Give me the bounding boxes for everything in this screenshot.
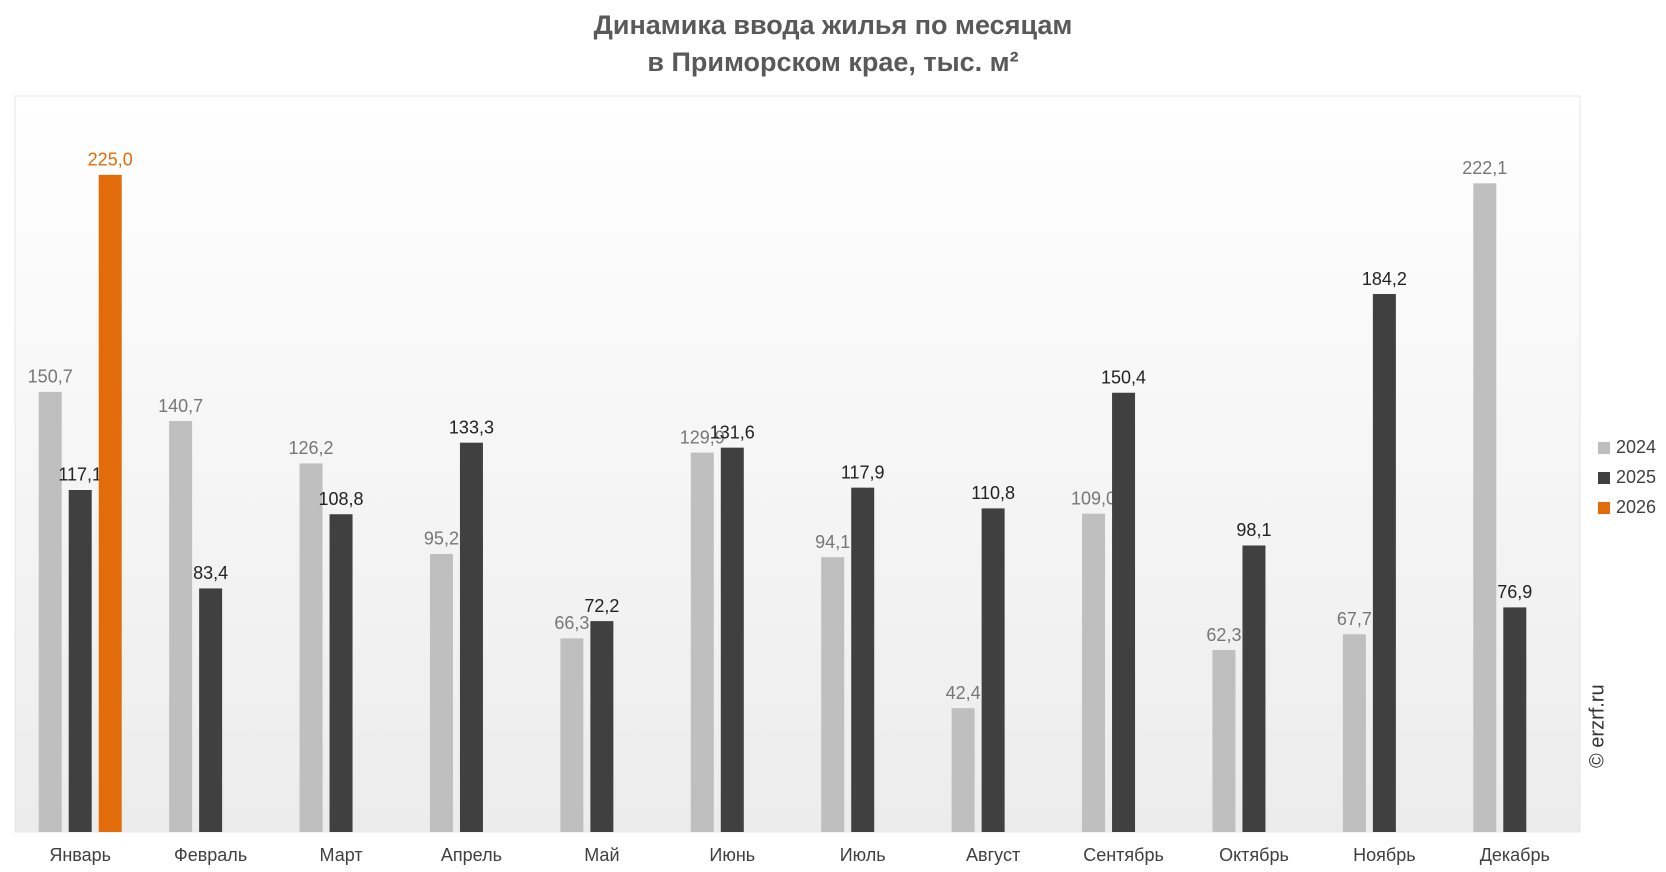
value-label: 76,9 bbox=[1497, 582, 1532, 602]
value-label: 72,2 bbox=[584, 596, 619, 616]
value-label: 98,1 bbox=[1236, 520, 1271, 540]
bar bbox=[560, 638, 584, 832]
value-label: 42,4 bbox=[946, 683, 981, 703]
legend-swatch bbox=[1598, 472, 1610, 484]
x-tick-label: Сентябрь bbox=[1083, 845, 1164, 865]
bar bbox=[1342, 634, 1366, 832]
value-label: 66,3 bbox=[554, 613, 589, 633]
value-label: 150,7 bbox=[28, 367, 73, 387]
x-tick-label: Октябрь bbox=[1219, 845, 1289, 865]
bar bbox=[199, 588, 223, 832]
legend-swatch bbox=[1598, 442, 1610, 454]
bar bbox=[459, 442, 483, 832]
legend-label: 2025 bbox=[1616, 467, 1656, 487]
bar bbox=[1503, 607, 1527, 832]
x-tick-label: Декабрь bbox=[1480, 845, 1550, 865]
x-tick-label: Апрель bbox=[441, 845, 502, 865]
value-label: 131,6 bbox=[710, 422, 755, 442]
value-label: 94,1 bbox=[815, 532, 850, 552]
x-tick-label: Январь bbox=[49, 845, 111, 865]
chart-subtitle: в Приморском крае, тыс. м² bbox=[647, 47, 1018, 77]
bar bbox=[1212, 650, 1236, 832]
value-label: 133,3 bbox=[449, 417, 494, 437]
bar bbox=[690, 452, 714, 832]
bar bbox=[720, 447, 744, 832]
x-tick-label: Июль bbox=[840, 845, 886, 865]
value-label: 117,1 bbox=[58, 465, 102, 485]
value-label: 126,2 bbox=[289, 438, 334, 458]
x-tick-label: Ноябрь bbox=[1353, 845, 1415, 865]
value-label: 108,8 bbox=[319, 489, 364, 509]
bar bbox=[1112, 392, 1136, 832]
legend-label: 2026 bbox=[1616, 497, 1656, 517]
bar bbox=[821, 557, 845, 832]
chart-title: Динамика ввода жилья по месяцам bbox=[594, 10, 1073, 40]
legend-label: 2024 bbox=[1616, 437, 1656, 457]
bar bbox=[590, 621, 614, 832]
bar bbox=[1473, 183, 1497, 833]
bar bbox=[1082, 513, 1106, 832]
x-tick-label: Август bbox=[966, 845, 1020, 865]
bar bbox=[1242, 545, 1266, 832]
watermark: © erzrf.ru bbox=[1586, 684, 1608, 768]
x-tick-label: Июнь bbox=[709, 845, 755, 865]
plot-area bbox=[14, 95, 1581, 833]
value-label: 222,1 bbox=[1462, 158, 1507, 178]
bar bbox=[429, 553, 453, 832]
bar bbox=[851, 487, 875, 832]
bar bbox=[299, 463, 323, 832]
value-label: 117,9 bbox=[841, 462, 885, 482]
value-label: 110,8 bbox=[971, 483, 1015, 503]
bar bbox=[38, 391, 62, 832]
x-tick-label: Март bbox=[320, 845, 363, 865]
bar bbox=[981, 508, 1005, 832]
value-label: 67,7 bbox=[1337, 609, 1372, 629]
value-label: 83,4 bbox=[193, 563, 228, 583]
bar bbox=[98, 174, 122, 832]
legend-swatch bbox=[1598, 502, 1610, 514]
value-label: 109,0 bbox=[1071, 488, 1116, 508]
bar bbox=[951, 708, 975, 832]
bar bbox=[329, 514, 353, 832]
value-label: 62,3 bbox=[1206, 625, 1241, 645]
value-label: 140,7 bbox=[158, 396, 203, 416]
value-label: 95,2 bbox=[424, 529, 459, 549]
value-label: 184,2 bbox=[1362, 269, 1407, 289]
value-label: 129,9 bbox=[680, 427, 725, 447]
x-tick-label: Февраль bbox=[174, 845, 247, 865]
value-label: 225,0 bbox=[88, 150, 133, 170]
bar bbox=[169, 421, 193, 832]
x-tick-label: Май bbox=[584, 845, 619, 865]
bar bbox=[68, 489, 92, 832]
bar bbox=[1372, 294, 1396, 832]
value-label: 150,4 bbox=[1101, 367, 1146, 387]
